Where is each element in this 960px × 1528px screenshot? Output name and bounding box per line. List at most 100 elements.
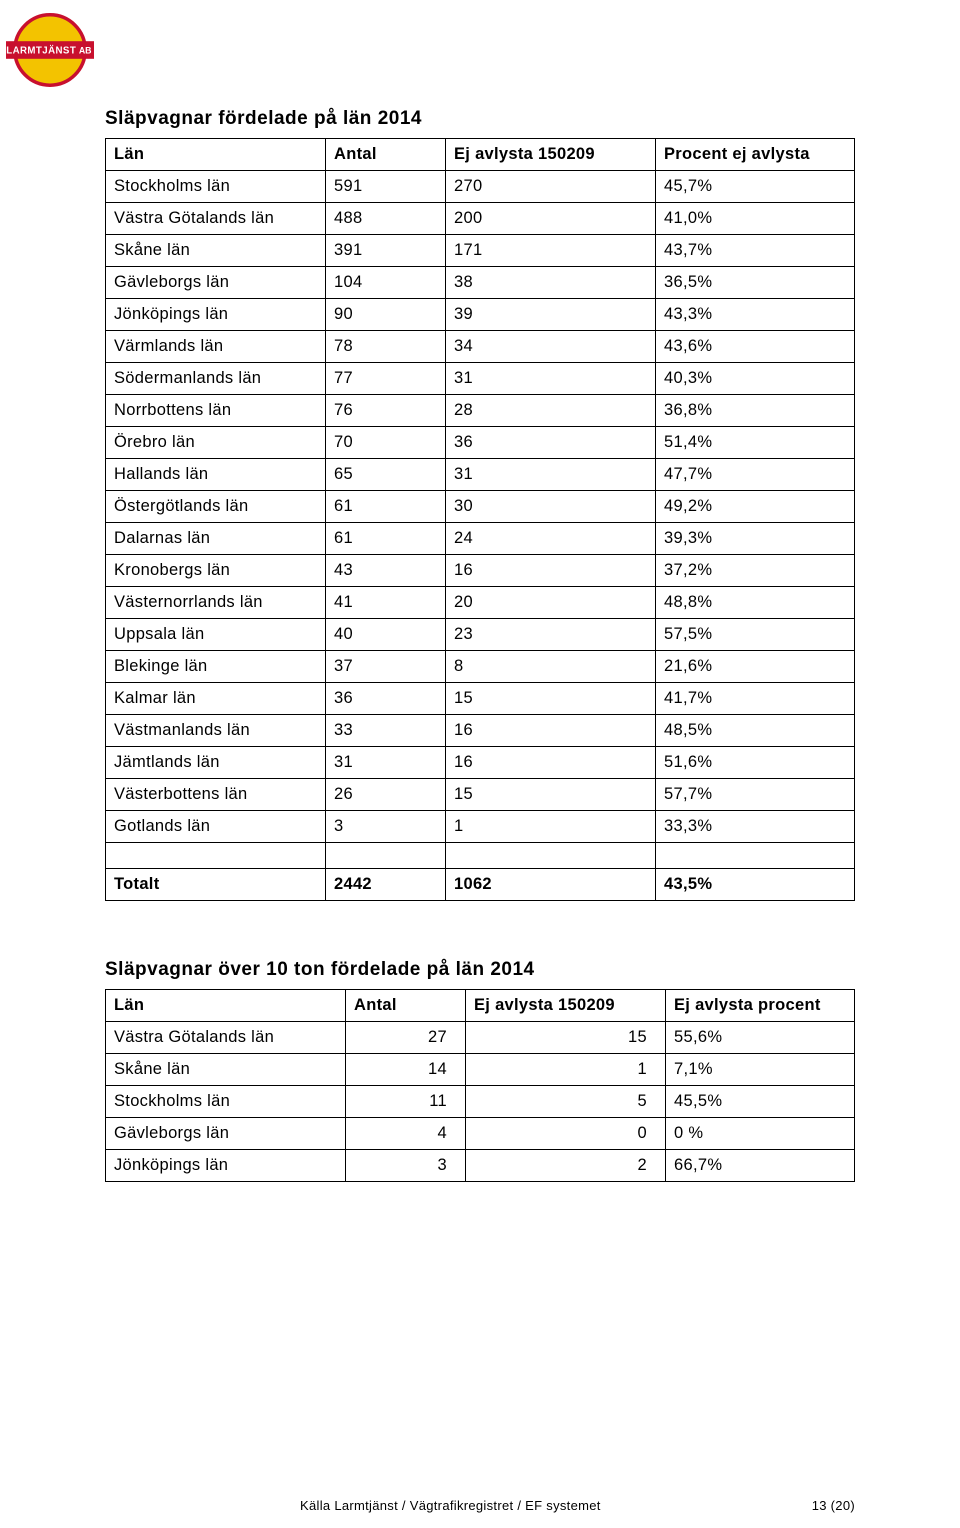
table-cell: 23 <box>446 619 656 651</box>
table-cell: 1062 <box>446 869 656 901</box>
table-cell <box>656 843 855 869</box>
svg-text:AB: AB <box>79 46 92 56</box>
table-cell: Hallands län <box>106 459 326 491</box>
table-row: Västra Götalands län48820041,0% <box>106 203 855 235</box>
footer-source: Källa Larmtjänst / Vägtrafikregistret / … <box>300 1498 601 1513</box>
table-cell: Gotlands län <box>106 811 326 843</box>
table-cell: 38 <box>446 267 656 299</box>
table-cell: 77 <box>326 363 446 395</box>
table-cell: Skåne län <box>106 1054 346 1086</box>
table-cell: Västernorrlands län <box>106 587 326 619</box>
table-cell: Jönköpings län <box>106 299 326 331</box>
table-row: Jönköpings län903943,3% <box>106 299 855 331</box>
table-cell: 34 <box>446 331 656 363</box>
table-row: Skåne län1417,1% <box>106 1054 855 1086</box>
table-cell: 4 <box>346 1118 466 1150</box>
table2-col-ejavlysta: Ej avlysta 150209 <box>466 990 666 1022</box>
table-cell: Västra Götalands län <box>106 203 326 235</box>
table1: Län Antal Ej avlysta 150209 Procent ej a… <box>105 138 855 901</box>
table-row: Kronobergs län431637,2% <box>106 555 855 587</box>
table-cell: 0 % <box>666 1118 855 1150</box>
table-cell: 78 <box>326 331 446 363</box>
table-cell: 65 <box>326 459 446 491</box>
table-row: Stockholms län11545,5% <box>106 1086 855 1118</box>
table-cell: 40,3% <box>656 363 855 395</box>
table-cell: 47,7% <box>656 459 855 491</box>
table-cell: 2 <box>466 1150 666 1182</box>
table1-col-ejavlysta: Ej avlysta 150209 <box>446 139 656 171</box>
table-cell: 21,6% <box>656 651 855 683</box>
table-cell: 57,5% <box>656 619 855 651</box>
table-cell: 33 <box>326 715 446 747</box>
table-spacer-row <box>106 843 855 869</box>
table2-header-row: Län Antal Ej avlysta 150209 Ej avlysta p… <box>106 990 855 1022</box>
table-cell: 37 <box>326 651 446 683</box>
table2-col-lan: Län <box>106 990 346 1022</box>
page: LARMTJÄNST AB Släpvagnar fördelade på lä… <box>0 0 960 1528</box>
table-cell: 15 <box>446 779 656 811</box>
table-cell: Blekinge län <box>106 651 326 683</box>
table-cell: 200 <box>446 203 656 235</box>
table-row: Gävleborgs län400 % <box>106 1118 855 1150</box>
table-cell: Västra Götalands län <box>106 1022 346 1054</box>
table-cell: 14 <box>346 1054 466 1086</box>
table2-title: Släpvagnar över 10 ton fördelade på län … <box>105 959 855 981</box>
table-cell <box>446 843 656 869</box>
table-row: Jämtlands län311651,6% <box>106 747 855 779</box>
table1-col-antal: Antal <box>326 139 446 171</box>
table-row: Blekinge län37821,6% <box>106 651 855 683</box>
table-cell: 48,8% <box>656 587 855 619</box>
table-cell: 2442 <box>326 869 446 901</box>
table-cell: Dalarnas län <box>106 523 326 555</box>
table-cell: 11 <box>346 1086 466 1118</box>
table-cell: 171 <box>446 235 656 267</box>
table-cell: 41,7% <box>656 683 855 715</box>
table-cell: 30 <box>446 491 656 523</box>
table-cell: 15 <box>466 1022 666 1054</box>
table-cell: 16 <box>446 747 656 779</box>
table-row: Västernorrlands län412048,8% <box>106 587 855 619</box>
table-cell: 270 <box>446 171 656 203</box>
table-cell: 0 <box>466 1118 666 1150</box>
table-cell: Gävleborgs län <box>106 267 326 299</box>
table2-col-procent: Ej avlysta procent <box>666 990 855 1022</box>
table-cell: 31 <box>446 459 656 491</box>
table-cell: 1 <box>446 811 656 843</box>
table-row: Jönköpings län3266,7% <box>106 1150 855 1182</box>
table-cell: 8 <box>446 651 656 683</box>
svg-text:LARMTJÄNST: LARMTJÄNST <box>6 46 76 57</box>
table-cell: 104 <box>326 267 446 299</box>
table-cell: 61 <box>326 491 446 523</box>
table-cell: Norrbottens län <box>106 395 326 427</box>
table2-col-antal: Antal <box>346 990 466 1022</box>
table-cell: 24 <box>446 523 656 555</box>
table-cell: Totalt <box>106 869 326 901</box>
table-cell: 33,3% <box>656 811 855 843</box>
table-cell: 57,7% <box>656 779 855 811</box>
table-cell: 49,2% <box>656 491 855 523</box>
table-cell: 488 <box>326 203 446 235</box>
table-row: Västmanlands län331648,5% <box>106 715 855 747</box>
table-cell: 1 <box>466 1054 666 1086</box>
table1-title: Släpvagnar fördelade på län 2014 <box>105 108 855 130</box>
table-cell: Gävleborgs län <box>106 1118 346 1150</box>
table-cell: Stockholms län <box>106 1086 346 1118</box>
table-cell: 41 <box>326 587 446 619</box>
table-row: Kalmar län361541,7% <box>106 683 855 715</box>
table-cell: 40 <box>326 619 446 651</box>
table-row: Västerbottens län261557,7% <box>106 779 855 811</box>
table-cell: Kronobergs län <box>106 555 326 587</box>
table-cell <box>106 843 326 869</box>
table-cell <box>326 843 446 869</box>
table-cell: 39 <box>446 299 656 331</box>
table-cell: 45,5% <box>666 1086 855 1118</box>
table-cell: 16 <box>446 555 656 587</box>
table-row: Stockholms län59127045,7% <box>106 171 855 203</box>
table-cell: 70 <box>326 427 446 459</box>
table-cell: 61 <box>326 523 446 555</box>
table-cell: 28 <box>446 395 656 427</box>
table-cell: 36 <box>446 427 656 459</box>
table-cell: 66,7% <box>666 1150 855 1182</box>
table-cell: 45,7% <box>656 171 855 203</box>
table-cell: Jönköpings län <box>106 1150 346 1182</box>
